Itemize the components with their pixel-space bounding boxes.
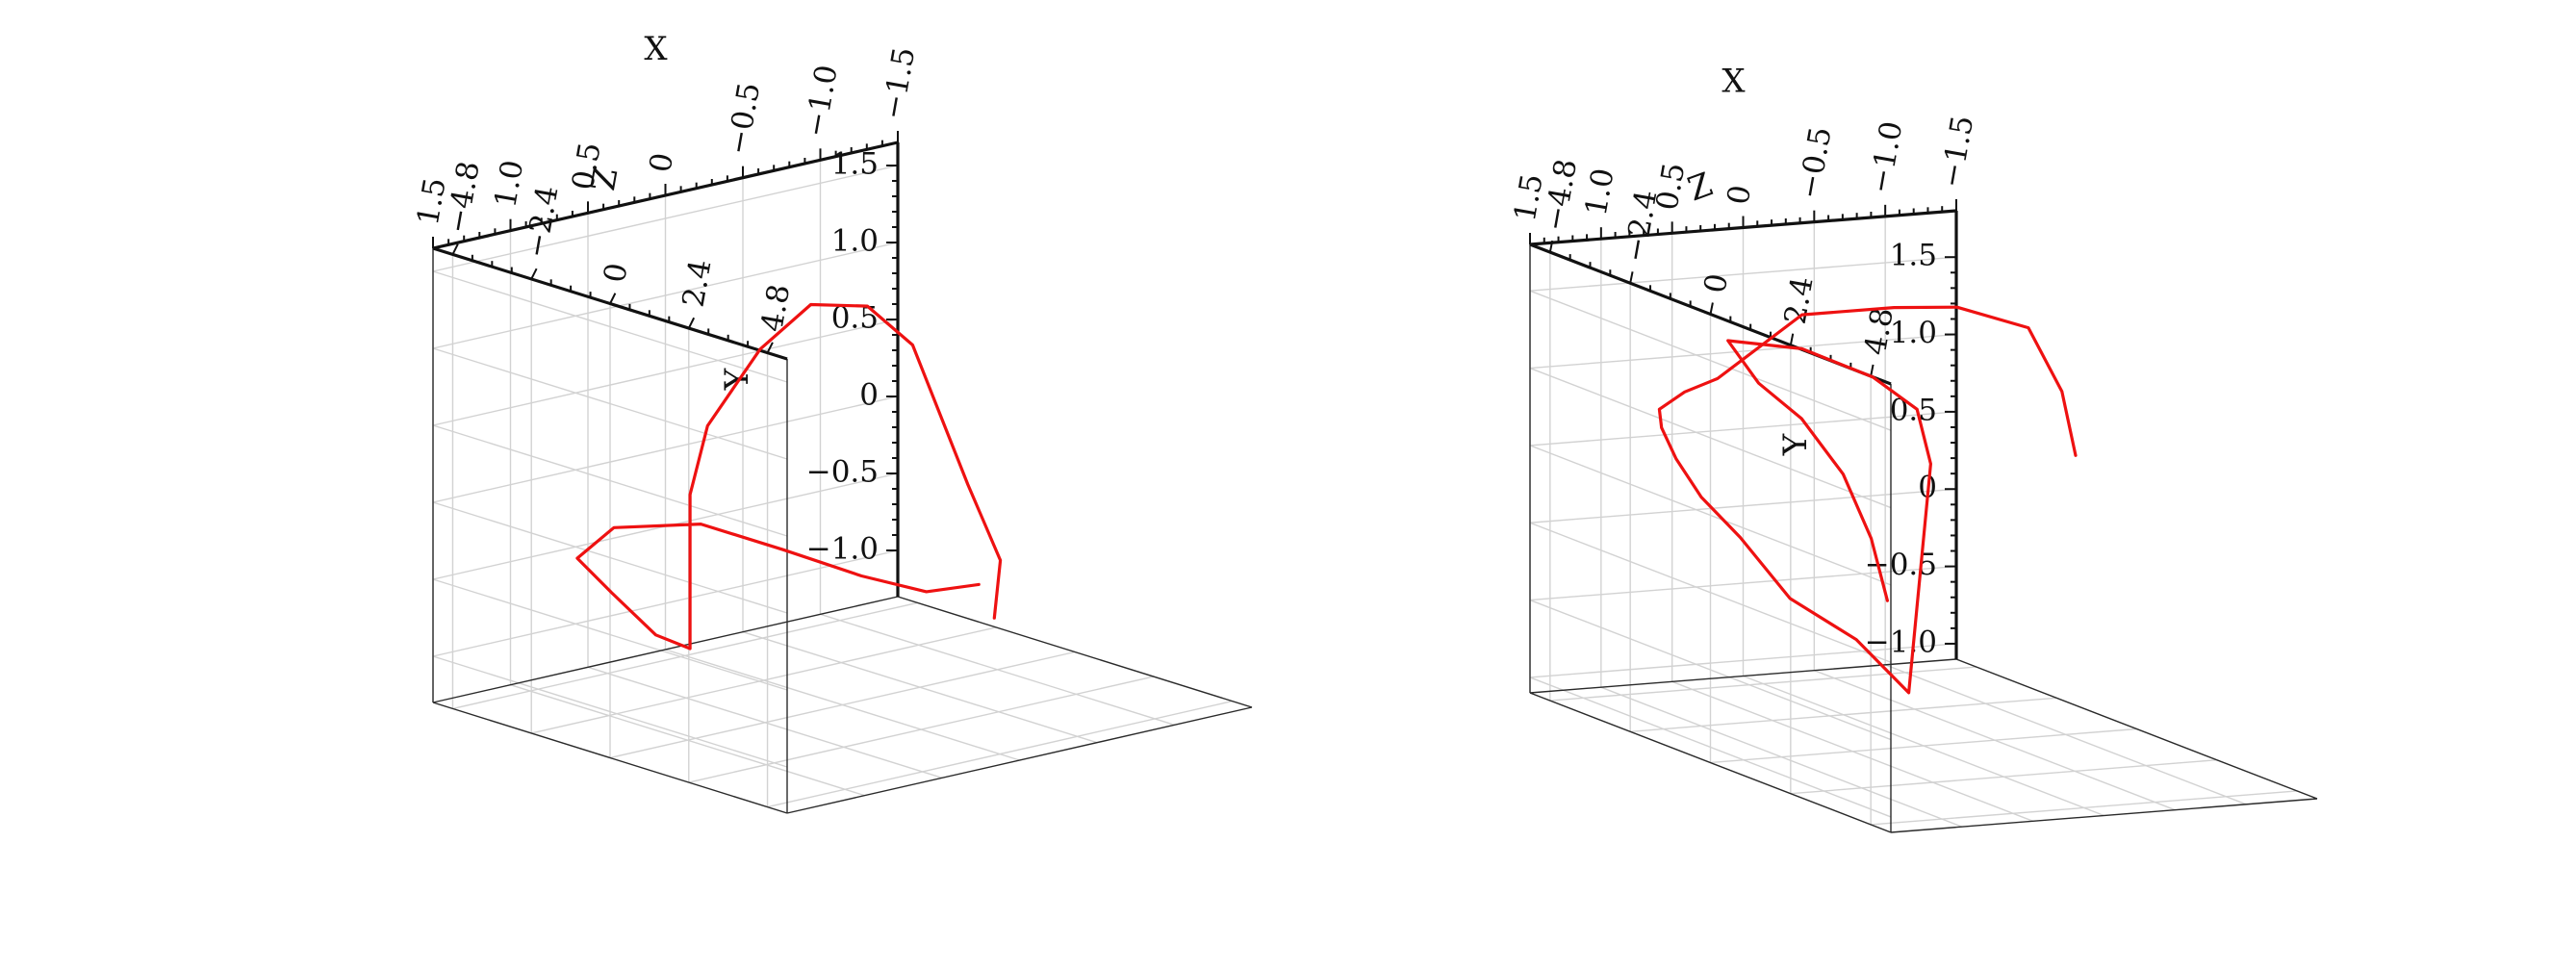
y-axis-title: Y bbox=[718, 368, 756, 391]
z-tick-mark bbox=[687, 317, 696, 329]
grid-line bbox=[1529, 333, 1957, 370]
y-axis-title: Y bbox=[1776, 433, 1815, 456]
z-tick-mark bbox=[1870, 364, 1875, 377]
grid-line bbox=[1549, 666, 1977, 702]
z-tick-mark bbox=[1789, 333, 1795, 345]
y-tick-label: 0.5 bbox=[1890, 393, 1937, 427]
grid-line bbox=[432, 319, 899, 426]
series-line bbox=[1657, 305, 2078, 695]
grid-line bbox=[432, 578, 788, 691]
y-tick-label: 1.0 bbox=[1890, 316, 1937, 350]
z-tick-label: −2.4 bbox=[519, 183, 566, 260]
grid-line bbox=[1529, 676, 1892, 818]
grid-line bbox=[1710, 728, 2137, 764]
x-tick-label: 0.5 bbox=[1649, 160, 1692, 213]
z-tick-mark bbox=[1629, 271, 1634, 284]
x-tick-label: −0.5 bbox=[721, 80, 768, 157]
pane-edge bbox=[786, 706, 1253, 814]
grid-line bbox=[1529, 256, 1957, 292]
x-tick-label: −0.5 bbox=[1792, 124, 1839, 201]
x-axis-title: X bbox=[644, 30, 668, 68]
grid-line bbox=[1529, 367, 1892, 509]
pane-edge bbox=[432, 596, 899, 703]
grid-line bbox=[432, 242, 899, 349]
grid-line bbox=[1529, 522, 1892, 663]
pane-edge bbox=[1955, 658, 2318, 800]
x-tick-label: −1.5 bbox=[876, 44, 923, 121]
grid-line bbox=[1529, 290, 1892, 431]
grid-line bbox=[688, 676, 1154, 783]
y-tick-label: 0 bbox=[859, 378, 879, 413]
x-axis-title: X bbox=[1722, 63, 1746, 101]
grid-line bbox=[1529, 643, 1957, 678]
z-tick-mark bbox=[1709, 302, 1714, 315]
x-tick-label: 1.5 bbox=[1508, 171, 1550, 224]
grid-line bbox=[1529, 565, 1957, 601]
grid-line bbox=[432, 396, 899, 503]
grid-line bbox=[1529, 411, 1957, 447]
grid-line bbox=[432, 165, 899, 272]
pane-edge bbox=[1529, 658, 1957, 694]
x-tick-label: 1.0 bbox=[488, 158, 530, 211]
z-tick-label: 4.8 bbox=[754, 282, 797, 335]
z-tick-mark bbox=[766, 342, 774, 354]
z-tick-label: −4.8 bbox=[1538, 157, 1585, 234]
z-axis-title: Z bbox=[1683, 166, 1718, 210]
grid-line bbox=[609, 651, 1076, 759]
x-tick-label: −1.5 bbox=[1934, 113, 1981, 190]
pane-edge bbox=[1529, 692, 1892, 833]
z-tick-mark bbox=[530, 268, 538, 280]
grid-line bbox=[432, 501, 788, 614]
x-tick-label: 1.0 bbox=[1579, 166, 1621, 218]
y-tick-label: −0.5 bbox=[806, 455, 879, 490]
z-tick-mark bbox=[451, 243, 459, 255]
grid-line bbox=[432, 424, 788, 537]
x-tick-label: 0.5 bbox=[566, 140, 608, 192]
x-tick-label: 1.5 bbox=[411, 175, 453, 228]
y-tick-label: −1.0 bbox=[1865, 625, 1937, 659]
series-line bbox=[575, 302, 1003, 651]
grid-line bbox=[432, 549, 899, 657]
grid-line bbox=[452, 601, 918, 710]
z-tick-mark bbox=[609, 293, 617, 304]
y-tick-label: 1.5 bbox=[831, 147, 879, 182]
grid-line bbox=[767, 700, 1233, 808]
panel-left-3d-plot: −1.5−1.0−0.500.51.01.5−4.8 −2.40 2.4 4.8−1.… bbox=[411, 30, 1253, 814]
z-tick-label: 0 bbox=[598, 261, 635, 286]
grid-line bbox=[1630, 697, 2057, 732]
grid-line bbox=[1529, 488, 1957, 523]
z-tick-mark bbox=[1548, 240, 1554, 253]
x-tick-label: 0 bbox=[643, 150, 680, 175]
pane-edge bbox=[432, 702, 788, 814]
y-tick-label: 1.5 bbox=[1890, 239, 1937, 273]
z-tick-label: 4.8 bbox=[1858, 305, 1900, 358]
panel-right-3d-plot: −1.5−1.0−0.500.51.01.5−4.8 −2.40 2.44.8−1.… bbox=[1508, 63, 2318, 833]
x-tick-label: −1.0 bbox=[1863, 118, 1910, 195]
grid-line bbox=[1871, 790, 2298, 826]
z-tick-label: −2.4 bbox=[1618, 188, 1665, 265]
pane-edge bbox=[1890, 798, 2318, 833]
z-tick-label: 2.4 bbox=[676, 257, 719, 310]
grid-line bbox=[1790, 759, 2217, 795]
grid-line bbox=[432, 655, 788, 768]
grid-line bbox=[531, 626, 997, 734]
grid-line bbox=[1529, 445, 1892, 586]
x-tick-label: −1.0 bbox=[798, 63, 845, 140]
grid-line bbox=[432, 270, 788, 383]
y-tick-label: 1.0 bbox=[831, 224, 879, 259]
grid-line bbox=[432, 347, 788, 460]
z-tick-label: −4.8 bbox=[440, 159, 487, 236]
pane-edge bbox=[897, 596, 1253, 708]
x-tick-label: 0 bbox=[1721, 183, 1758, 208]
